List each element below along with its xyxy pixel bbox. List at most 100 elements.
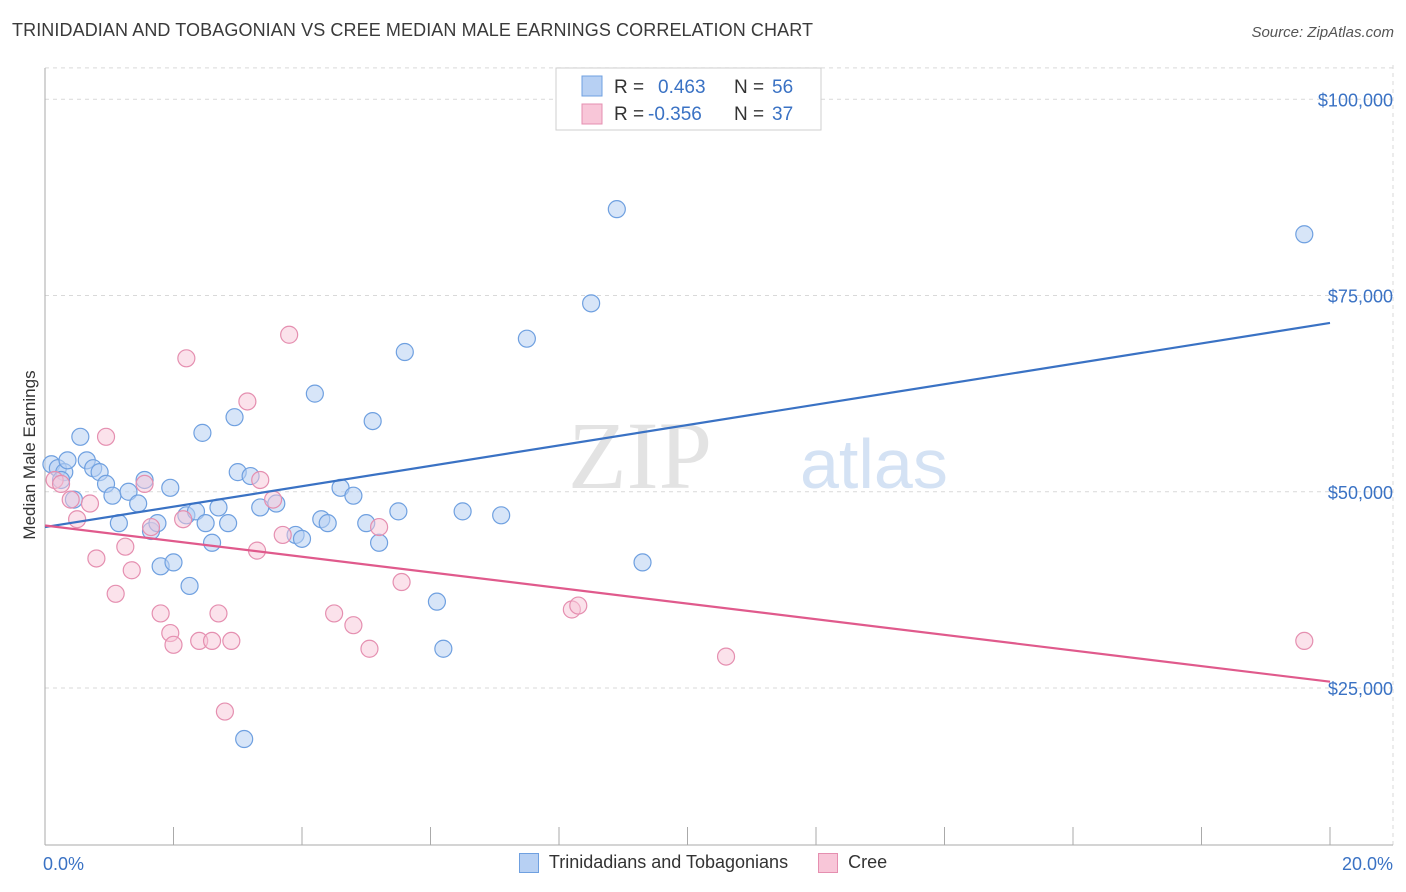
point-cree [96, 427, 116, 446]
point-trinidadians [235, 729, 254, 749]
legend-r-label-1: R = [614, 77, 644, 98]
point-cree [392, 572, 411, 592]
legend-n-label-2: N = [734, 104, 764, 125]
point-trinidadians [219, 514, 238, 533]
point-trinidadians [453, 502, 472, 521]
point-cree [202, 631, 222, 651]
point-trinidadians [582, 294, 601, 313]
trend-line-trinidadians [44, 321, 1331, 529]
point-trinidadians [305, 384, 324, 403]
axes [44, 68, 1393, 846]
trend-lines [44, 321, 1331, 683]
point-cree [68, 510, 87, 529]
point-cree [273, 525, 292, 545]
point-trinidadians [58, 451, 77, 470]
y-tick-label: $75,000 [1328, 287, 1393, 307]
point-trinidadians [517, 329, 536, 348]
point-trinidadians [434, 639, 453, 658]
point-cree [263, 490, 283, 509]
watermark: ZIP [568, 402, 712, 509]
point-trinidadians [363, 412, 382, 431]
y-tick-label: $100,000 [1318, 90, 1393, 110]
point-trinidadians [119, 482, 138, 501]
legend-swatch-blue [581, 75, 603, 97]
point-cree [569, 596, 588, 615]
point-cree [344, 616, 363, 635]
point-cree [209, 604, 228, 623]
bottom-legend-label-a: Trinidadians and Tobagonians [548, 852, 789, 872]
legend-n-label-1: N = [734, 77, 764, 98]
point-trinidadians [71, 427, 90, 446]
y-tick-label: $50,000 [1328, 483, 1393, 503]
bottom-legend: Trinidadians and Tobagonians Cree [0, 852, 1406, 873]
watermark-atlas: atlas [800, 425, 948, 503]
point-cree [135, 474, 154, 493]
legend-n-value-1: 56 [772, 77, 793, 98]
x-tick-label: 0.0% [43, 854, 84, 874]
point-cree [164, 635, 183, 654]
point-trinidadians [344, 486, 363, 505]
legend-r-value-2: -0.356 [648, 104, 702, 125]
point-trinidadians [607, 200, 626, 219]
point-trinidadians [318, 514, 337, 533]
point-cree [370, 517, 389, 537]
point-cree [174, 510, 193, 529]
point-trinidadians [225, 408, 244, 427]
point-cree [222, 631, 241, 651]
point-cree [251, 470, 270, 490]
point-trinidadians [427, 592, 447, 611]
series-trinidadians-points [42, 200, 1314, 749]
point-cree [1295, 631, 1314, 651]
point-cree [325, 604, 344, 623]
point-cree [80, 494, 100, 513]
point-cree [51, 474, 71, 493]
point-trinidadians [161, 478, 180, 497]
point-trinidadians [1295, 225, 1314, 244]
point-cree [280, 325, 299, 344]
point-trinidadians [180, 576, 199, 596]
point-cree [177, 349, 196, 368]
legend-r-label-2: R = [614, 104, 644, 125]
point-trinidadians [129, 494, 148, 513]
tick-labels: $25,000 $50,000 $75,000 $100,000 0.0% 20.0% [43, 90, 1393, 874]
point-cree [106, 584, 125, 603]
source-label: Source: ZipAtlas.com [1251, 24, 1394, 41]
point-trinidadians [196, 514, 215, 533]
point-trinidadians [370, 533, 389, 552]
point-cree [116, 537, 135, 556]
point-trinidadians [389, 502, 408, 521]
bottom-legend-swatch-b [818, 852, 839, 873]
chart-title: TRINIDADIAN AND TOBAGONIAN VS CREE MEDIA… [12, 20, 814, 40]
point-trinidadians [193, 423, 212, 442]
point-trinidadians [202, 533, 222, 552]
point-trinidadians [164, 553, 183, 572]
point-trinidadians [103, 486, 122, 505]
point-trinidadians [633, 553, 652, 572]
grid-lines [45, 65, 1394, 845]
point-cree [87, 549, 106, 568]
point-cree [61, 490, 80, 509]
series-cree-points [45, 325, 1314, 721]
point-cree [215, 702, 234, 721]
trend-line-cree [44, 524, 1331, 683]
y-tick-label: $25,000 [1328, 679, 1393, 699]
x-tick-label: 20.0% [1342, 854, 1393, 874]
bottom-legend-swatch-a [518, 852, 539, 873]
point-trinidadians [395, 342, 414, 362]
point-cree [716, 647, 736, 666]
point-cree [238, 392, 257, 411]
point-cree [360, 639, 379, 658]
legend-r-value-1: 0.463 [658, 77, 706, 98]
bottom-legend-item-a: Trinidadians and Tobagonians [518, 852, 789, 873]
point-trinidadians [492, 506, 511, 525]
point-cree [141, 517, 161, 537]
point-cree [151, 604, 170, 623]
legend-box: R = 0.463 N = 56 R = -0.356 N = 37 [555, 67, 822, 131]
bottom-legend-item-b: Cree [818, 852, 887, 873]
legend-n-value-2: 37 [772, 104, 793, 125]
point-cree [122, 561, 141, 580]
point-trinidadians [292, 529, 312, 548]
bottom-legend-label-b: Cree [848, 852, 888, 872]
legend-swatch-pink [581, 103, 603, 125]
